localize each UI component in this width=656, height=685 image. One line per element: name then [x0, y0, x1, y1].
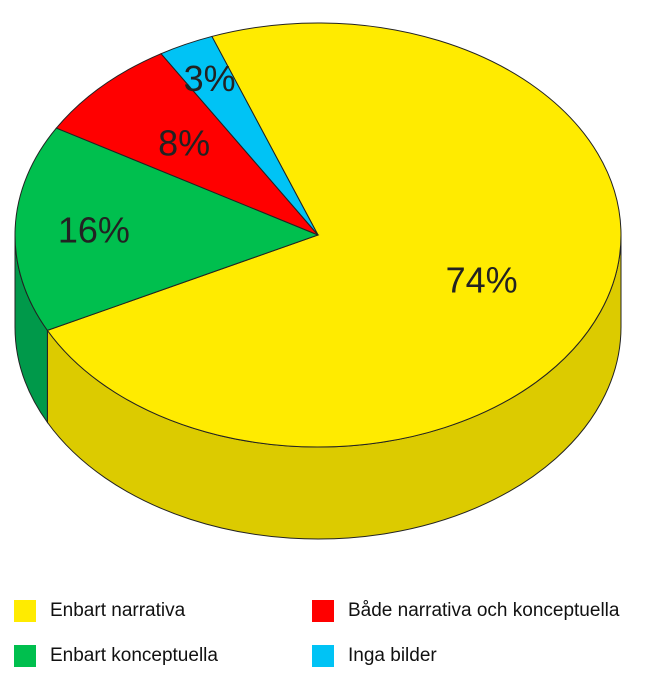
pie-slice-b-de-narrativa-och-konceptuella [55, 53, 319, 236]
pie-label-b-de-narrativa-och-konceptuella: 8% [158, 122, 210, 163]
pie-slice-enbart-narrativa [46, 22, 622, 448]
pie-data-labels: 74% 16% 8% 3% [58, 58, 518, 300]
pie-slice-inga-bilder [160, 35, 319, 236]
pie-label-enbart-konceptuella: 16% [58, 210, 130, 251]
pie-label-inga-bilder: 3% [184, 58, 236, 99]
pie-label-enbart-narrativa: 74% [446, 259, 518, 300]
pie-top-slices [14, 22, 622, 448]
pie-slice-enbart-konceptuella [14, 127, 320, 331]
